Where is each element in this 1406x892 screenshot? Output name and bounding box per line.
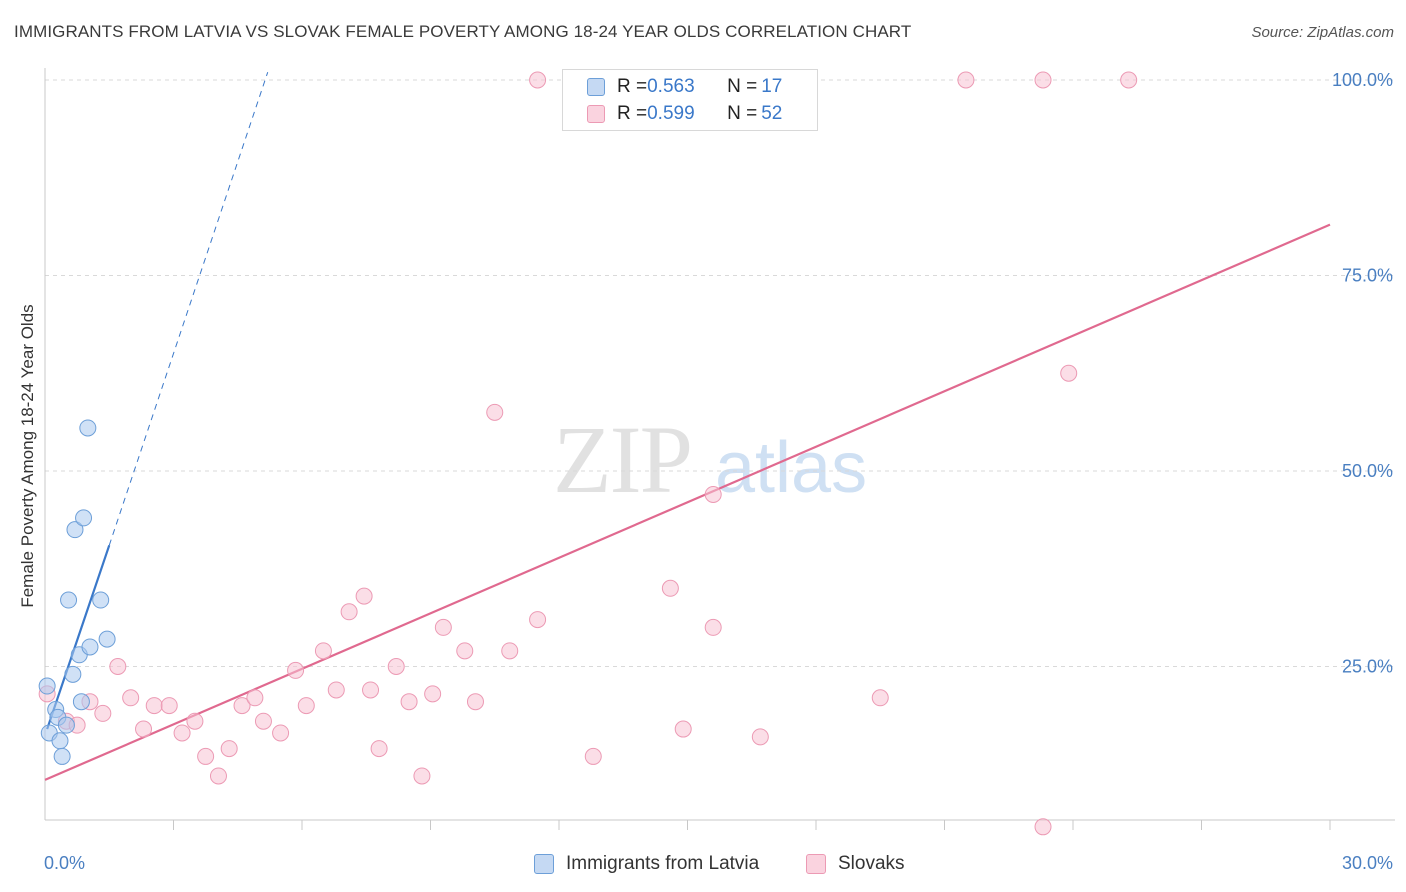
data-point-latvia	[64, 665, 82, 683]
data-point-latvia	[81, 638, 99, 656]
data-point-slovaks	[661, 579, 679, 597]
data-point-slovaks	[220, 740, 238, 758]
y-tick-label: 100.0%	[1332, 70, 1393, 90]
legend-item-slovaks: Slovaks	[806, 853, 905, 875]
trend-line-latvia-extension	[108, 72, 269, 546]
source-label: Source: ZipAtlas.com	[1251, 24, 1394, 41]
data-point-slovaks	[704, 618, 722, 636]
trend-line-slovaks	[44, 223, 1331, 781]
data-point-latvia	[92, 591, 110, 609]
data-point-slovaks	[233, 697, 251, 715]
data-point-slovaks	[871, 689, 889, 707]
data-point-slovaks	[287, 661, 305, 679]
data-point-slovaks	[297, 697, 315, 715]
data-point-latvia	[66, 521, 84, 539]
legend-swatch-slovaks	[806, 854, 826, 874]
grid-lines	[45, 79, 1395, 667]
data-point-slovaks	[674, 720, 692, 738]
data-point-slovaks	[413, 767, 431, 785]
data-point-slovaks	[355, 587, 373, 605]
legend-label-slovaks: Slovaks	[838, 853, 905, 874]
y-tick-label: 50.0%	[1342, 461, 1393, 481]
data-point-latvia	[98, 630, 116, 648]
data-point-slovaks	[135, 720, 153, 738]
data-point-latvia	[38, 677, 56, 695]
data-point-slovaks	[486, 403, 504, 421]
legend-n-value: 17	[761, 76, 783, 97]
watermark: ZIP atlas	[553, 406, 867, 513]
legend-row-latvia: R = 0.563 N = 17	[587, 74, 782, 100]
x-tick-label: 30.0%	[1342, 853, 1393, 873]
data-point-slovaks	[957, 71, 975, 89]
data-point-slovaks	[434, 618, 452, 636]
data-point-slovaks	[94, 704, 112, 722]
data-point-slovaks	[122, 689, 140, 707]
y-tick-label: 75.0%	[1342, 266, 1393, 286]
data-point-slovaks	[173, 724, 191, 742]
data-point-slovaks	[456, 642, 474, 660]
data-point-slovaks	[501, 642, 519, 660]
data-point-slovaks	[1120, 71, 1138, 89]
data-point-latvia	[60, 591, 78, 609]
legend-r-value: 0.563	[647, 76, 695, 97]
data-point-latvia	[75, 509, 93, 527]
data-point-slovaks	[370, 740, 388, 758]
data-point-slovaks	[145, 697, 163, 715]
chart-title: IMMIGRANTS FROM LATVIA VS SLOVAK FEMALE …	[14, 22, 912, 41]
legend-item-latvia: Immigrants from Latvia	[534, 853, 759, 875]
data-point-slovaks	[1034, 818, 1052, 836]
data-point-slovaks	[109, 658, 127, 675]
data-point-slovaks	[387, 658, 405, 675]
legend-swatch-slovaks	[587, 105, 605, 123]
legend-r-value: 0.599	[647, 103, 695, 124]
data-point-slovaks	[466, 693, 484, 711]
y-tick-label: 25.0%	[1342, 657, 1393, 677]
legend-n-value: 52	[761, 103, 783, 124]
legend-row-slovaks: R = 0.599 N = 52	[587, 101, 782, 127]
data-point-slovaks	[362, 681, 380, 699]
data-point-slovaks	[272, 724, 290, 742]
y-axis-label: Female Poverty Among 18-24 Year Olds	[18, 304, 37, 607]
data-point-slovaks	[751, 728, 769, 746]
trend-line-latvia	[46, 544, 111, 730]
data-point-slovaks	[1060, 364, 1078, 382]
data-point-slovaks	[246, 689, 264, 707]
data-point-slovaks	[254, 712, 272, 730]
data-point-slovaks	[327, 681, 345, 699]
legend-label-latvia: Immigrants from Latvia	[566, 853, 760, 874]
data-point-slovaks	[160, 697, 178, 715]
data-point-latvia	[51, 732, 69, 750]
trend-lines	[44, 72, 1331, 781]
legend-swatch-latvia	[587, 78, 605, 96]
data-point-slovaks	[584, 747, 602, 765]
legend-r-label: R =	[617, 103, 648, 124]
data-points	[38, 71, 1138, 836]
data-point-slovaks	[209, 767, 227, 785]
data-point-slovaks	[704, 485, 722, 503]
legend-swatch-latvia	[534, 854, 554, 874]
data-point-slovaks	[197, 747, 215, 765]
data-point-slovaks	[529, 71, 547, 89]
data-point-slovaks	[400, 693, 418, 711]
data-point-latvia	[57, 716, 75, 734]
data-point-latvia	[79, 419, 97, 437]
data-point-slovaks	[424, 685, 442, 703]
data-point-slovaks	[529, 611, 547, 629]
data-point-slovaks	[314, 642, 332, 660]
data-point-slovaks	[340, 603, 358, 621]
legend-r-label: R =	[617, 76, 648, 97]
watermark-atlas: atlas	[715, 428, 867, 508]
watermark-zip: ZIP	[553, 406, 691, 513]
legend-n-label: N =	[727, 103, 758, 124]
data-point-slovaks	[186, 712, 204, 730]
data-point-latvia	[72, 693, 90, 711]
correlation-legend: R = 0.563 N = 17 R = 0.599 N = 52	[562, 69, 818, 131]
series-legend: Immigrants from Latvia Slovaks	[0, 851, 1406, 879]
x-tick-label: 0.0%	[44, 853, 85, 873]
data-point-latvia	[53, 747, 71, 765]
legend-n-label: N =	[727, 76, 758, 97]
data-point-slovaks	[1034, 71, 1052, 89]
tick-labels: 25.0% 50.0% 75.0% 100.0% 0.0% 30.0%	[44, 70, 1393, 873]
